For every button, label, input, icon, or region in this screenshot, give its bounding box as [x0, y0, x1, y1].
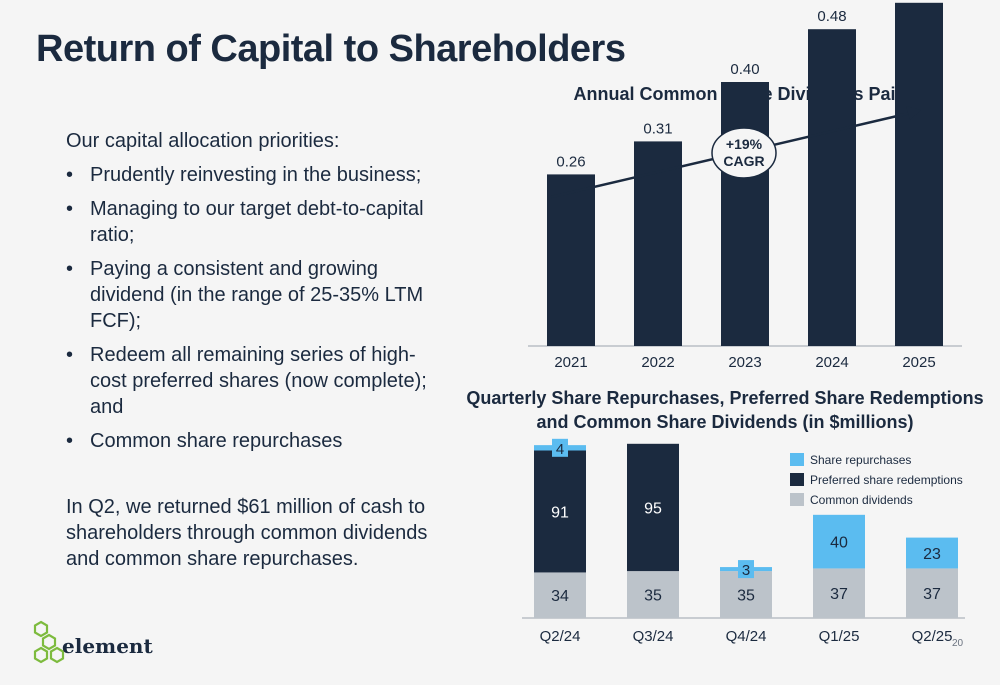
annual-value-label-2024: 0.48	[817, 8, 846, 25]
legend-label-preferred-share-redemptions: Preferred share redemptions	[810, 473, 963, 487]
legend-swatch-common-dividends	[790, 493, 804, 506]
bar-share-repurchases-q1-25	[813, 514, 865, 569]
annual-value-label-2021: 0.26	[556, 153, 585, 170]
annual-bar-2023	[721, 82, 769, 346]
cagr-badge-label: CAGR	[723, 153, 764, 169]
cagr-arrowhead-icon	[906, 106, 921, 120]
value-label-common-dividends-q3-24: 35	[644, 588, 662, 605]
annual-tick-label-2024: 2024	[815, 354, 848, 371]
annual-tick-label-2022: 2022	[641, 354, 674, 371]
value-label-preferred-share-redemptions-q3-24: 95	[644, 500, 662, 517]
annual-bar-2021	[547, 174, 595, 346]
page-number: 20	[952, 638, 964, 649]
value-label-common-dividends-q2-24: 34	[551, 588, 569, 605]
page-title: Return of Capital to Shareholders	[36, 28, 626, 70]
legend-label-common-dividends: Common dividends	[810, 493, 913, 507]
value-label-share-repurchases-q1-25: 40	[830, 535, 848, 552]
small-value-tag-q4-24	[738, 560, 754, 579]
priorities-intro: Our capital allocation priorities:	[66, 130, 340, 152]
quarterly-tick-label-q2-24: Q2/24	[540, 628, 581, 645]
bar-preferred-share-redemptions-q2-24	[534, 450, 586, 573]
cagr-badge-value: +19%	[726, 136, 763, 152]
bar-share-repurchases-q2-25	[906, 537, 958, 569]
capital-priorities-panel: Our capital allocation priorities: Prude…	[66, 128, 436, 462]
annual-value-label-2022: 0.31	[643, 120, 672, 137]
quarterly-tick-label-q1-25: Q1/25	[819, 628, 860, 645]
annual-bar-2025	[895, 2, 943, 347]
small-value-tag-q2-24	[552, 438, 568, 457]
bar-common-dividends-q3-24	[627, 571, 679, 618]
legend-label-share-repurchases: Share repurchases	[810, 453, 911, 467]
priority-item: Prudently reinvesting in the business;	[66, 162, 436, 188]
bar-common-dividends-q4-24	[720, 571, 772, 618]
value-label-common-dividends-q1-25: 37	[830, 586, 848, 603]
annual-tick-label-2021: 2021	[554, 354, 587, 371]
value-label-common-dividends-q2-25: 37	[923, 586, 941, 603]
value-label-share-repurchases-q2-25: 23	[923, 546, 941, 563]
annual-tick-label-2025: 2025	[902, 354, 935, 371]
element-logo-icon	[33, 620, 65, 664]
legend-swatch-preferred-share-redemptions	[790, 473, 804, 486]
legend-swatch-share-repurchases	[790, 453, 804, 466]
quarterly-chart-title-line2: and Common Share Dividends (in $millions…	[536, 412, 914, 432]
priorities-list: Prudently reinvesting in the business; M…	[66, 162, 436, 454]
quarterly-chart-title: Quarterly Share Repurchases, Preferred S…	[460, 386, 990, 434]
bar-common-dividends-q2-25	[906, 568, 958, 618]
q2-summary: In Q2, we returned $61 million of cash t…	[66, 496, 428, 570]
value-label-share-repurchases-q4-24: 3	[742, 562, 750, 579]
quarterly-tick-label-q4-24: Q4/24	[726, 628, 767, 645]
value-label-common-dividends-q4-24: 35	[737, 588, 755, 605]
bar-common-dividends-q2-24	[534, 572, 586, 618]
priority-item: Redeem all remaining series of high-cost…	[66, 342, 436, 420]
bar-preferred-share-redemptions-q3-24	[627, 443, 679, 572]
quarterly-chart-title-line1: Quarterly Share Repurchases, Preferred S…	[466, 388, 984, 408]
value-label-preferred-share-redemptions-q2-24: 91	[551, 504, 569, 521]
value-label-share-repurchases-q2-24: 4	[556, 441, 564, 458]
bar-common-dividends-q1-25	[813, 568, 865, 618]
annual-tick-label-2023: 2023	[728, 354, 761, 371]
logo-wordmark: element	[62, 634, 153, 658]
quarterly-tick-label-q3-24: Q3/24	[633, 628, 674, 645]
priority-item: Paying a consistent and growing dividend…	[66, 256, 436, 334]
priority-item: Managing to our target debt-to-capital r…	[66, 196, 436, 248]
annual-bar-2024	[808, 29, 856, 346]
cagr-badge	[711, 127, 777, 179]
annual-value-label-2023: 0.40	[730, 61, 759, 78]
quarterly-tick-label-q2-25: Q2/25	[912, 628, 953, 645]
priority-item: Common share repurchases	[66, 428, 436, 454]
